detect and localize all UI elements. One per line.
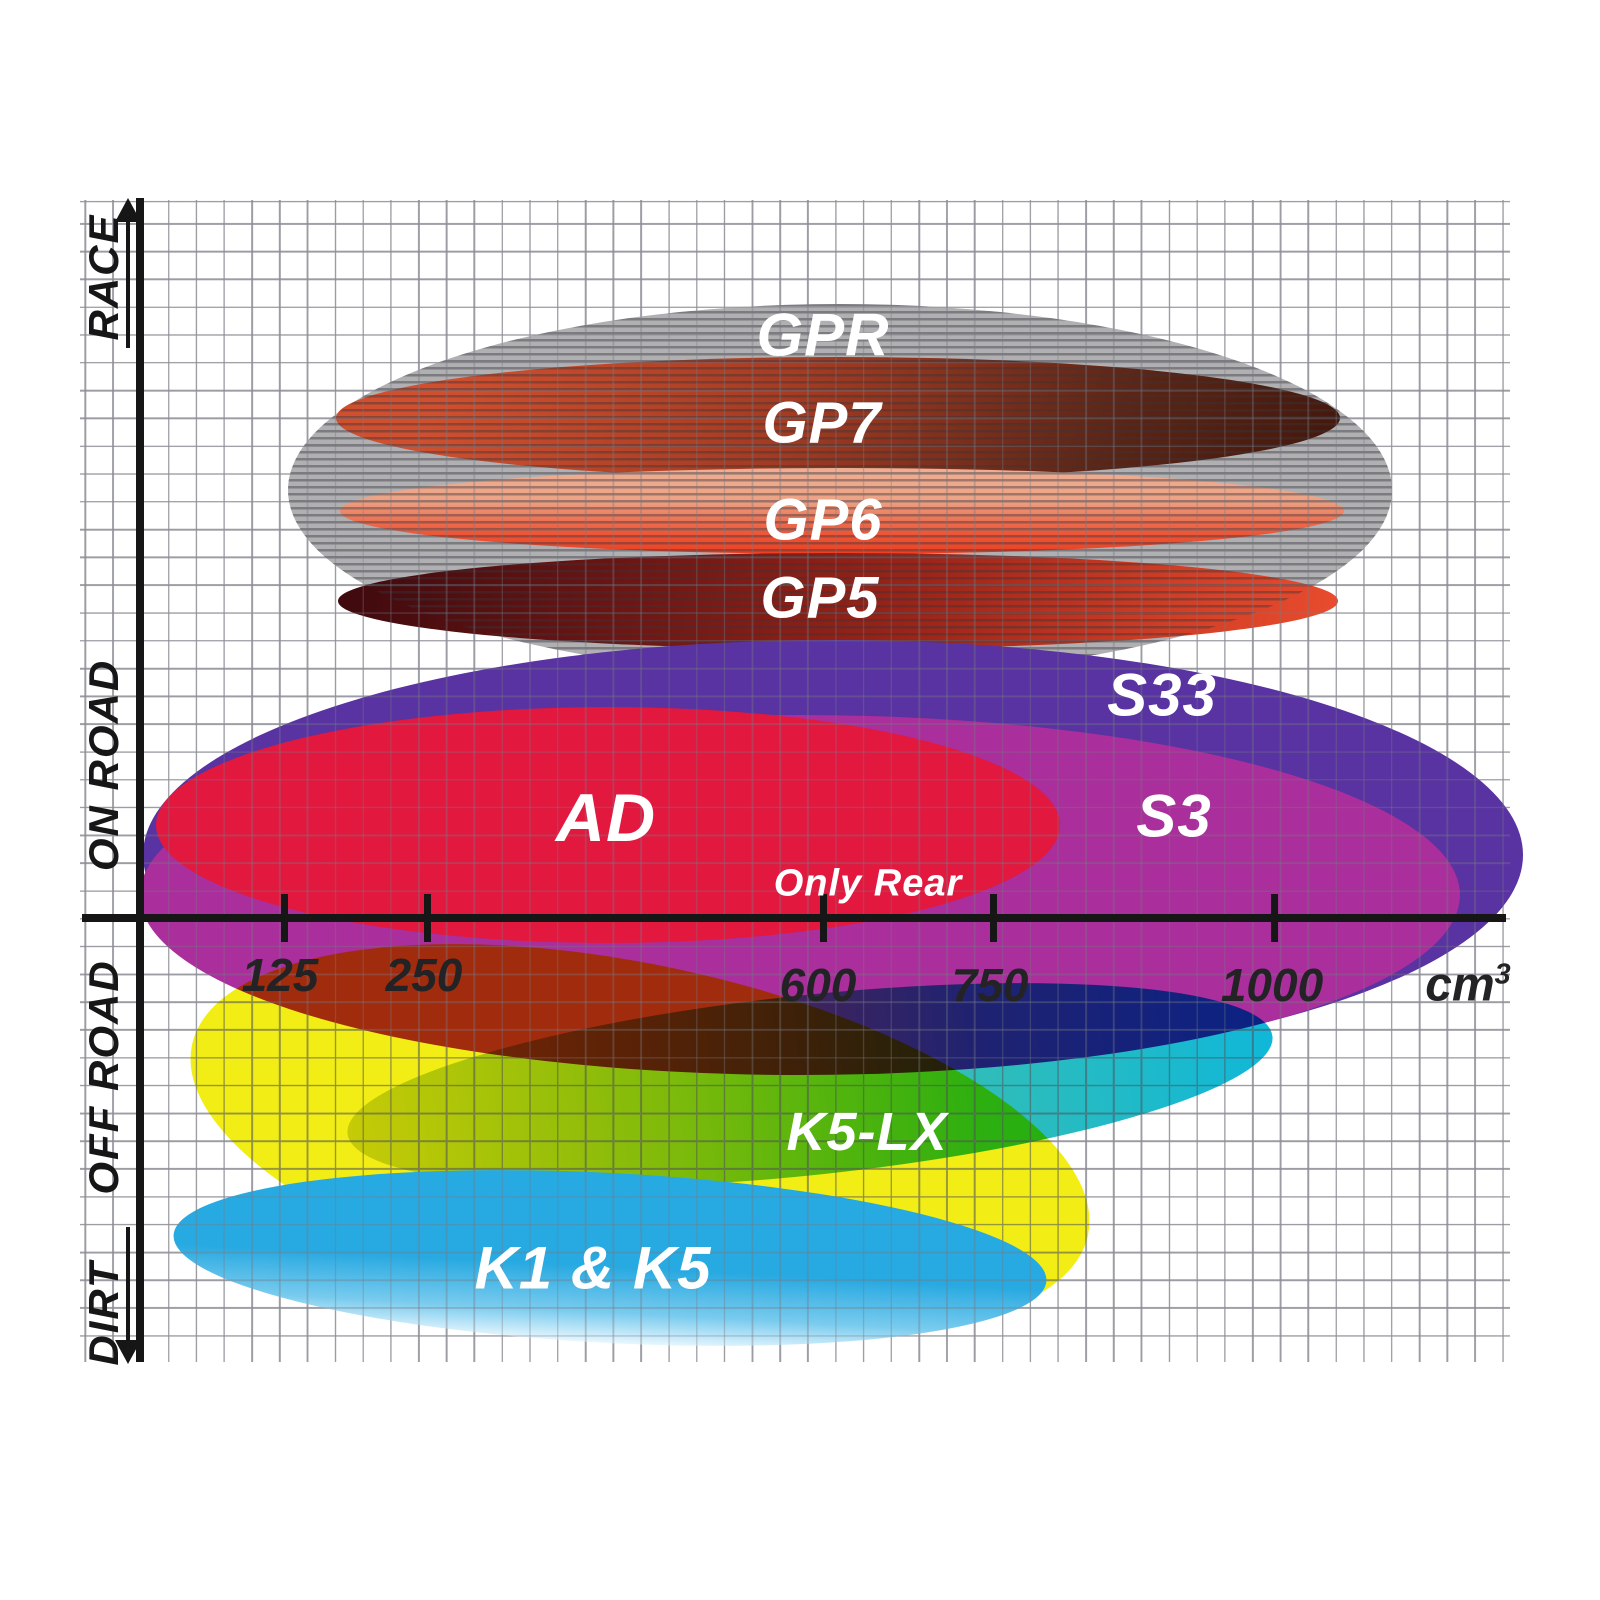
x-tick-label-250: 250	[385, 949, 463, 1001]
label-gp6: GP6	[763, 487, 883, 553]
x-tick-1000	[1271, 894, 1278, 942]
region-gp6-ellipse	[340, 468, 1344, 554]
region-gp7-ellipse	[336, 357, 1340, 479]
dirt-arrow-down-icon	[115, 1340, 141, 1364]
unit-cm: cm	[1425, 958, 1495, 1012]
y-axis-label-on-road: ON ROAD	[80, 658, 127, 872]
x-tick-600	[820, 894, 827, 942]
label-ad: AD	[555, 780, 657, 856]
x-tick-label-750: 750	[951, 959, 1029, 1011]
y-axis-label-dirt: DIRT	[80, 1260, 127, 1366]
x-axis-line	[82, 914, 1506, 922]
y-axis-label-off-road: OFF ROAD	[80, 959, 127, 1195]
label-s33: S33	[1107, 661, 1217, 729]
x-tick-125	[281, 894, 288, 942]
dirt-arrow-line	[126, 1227, 130, 1343]
race-arrow-line	[126, 218, 130, 348]
label-k5lx: K5-LX	[786, 1102, 948, 1162]
x-tick-250	[424, 894, 431, 942]
gpr-stripes-pattern	[288, 304, 1392, 676]
x-tick-label-125: 125	[241, 949, 319, 1001]
x-tick-750	[990, 894, 997, 942]
y-axis-label-race: RACE	[80, 213, 127, 341]
x-tick-label-1000: 1000	[1220, 959, 1324, 1011]
region-ad-ellipse	[156, 707, 1060, 943]
y-axis-line	[136, 198, 144, 1362]
label-gpr: GPR	[756, 301, 890, 369]
label-k1k5: K1 & K5	[474, 1234, 712, 1302]
region-gp5-ellipse	[338, 553, 1338, 649]
race-arrow-up-icon	[115, 198, 141, 222]
x-axis-unit-label: cm3	[1425, 958, 1510, 1013]
label-gp7: GP7	[762, 390, 882, 456]
label-s3: S3	[1136, 782, 1212, 850]
label-only-rear: Only Rear	[773, 862, 963, 905]
unit-exponent: 3	[1494, 958, 1511, 991]
x-tick-label-600: 600	[779, 959, 857, 1011]
label-gp5: GP5	[760, 565, 880, 631]
